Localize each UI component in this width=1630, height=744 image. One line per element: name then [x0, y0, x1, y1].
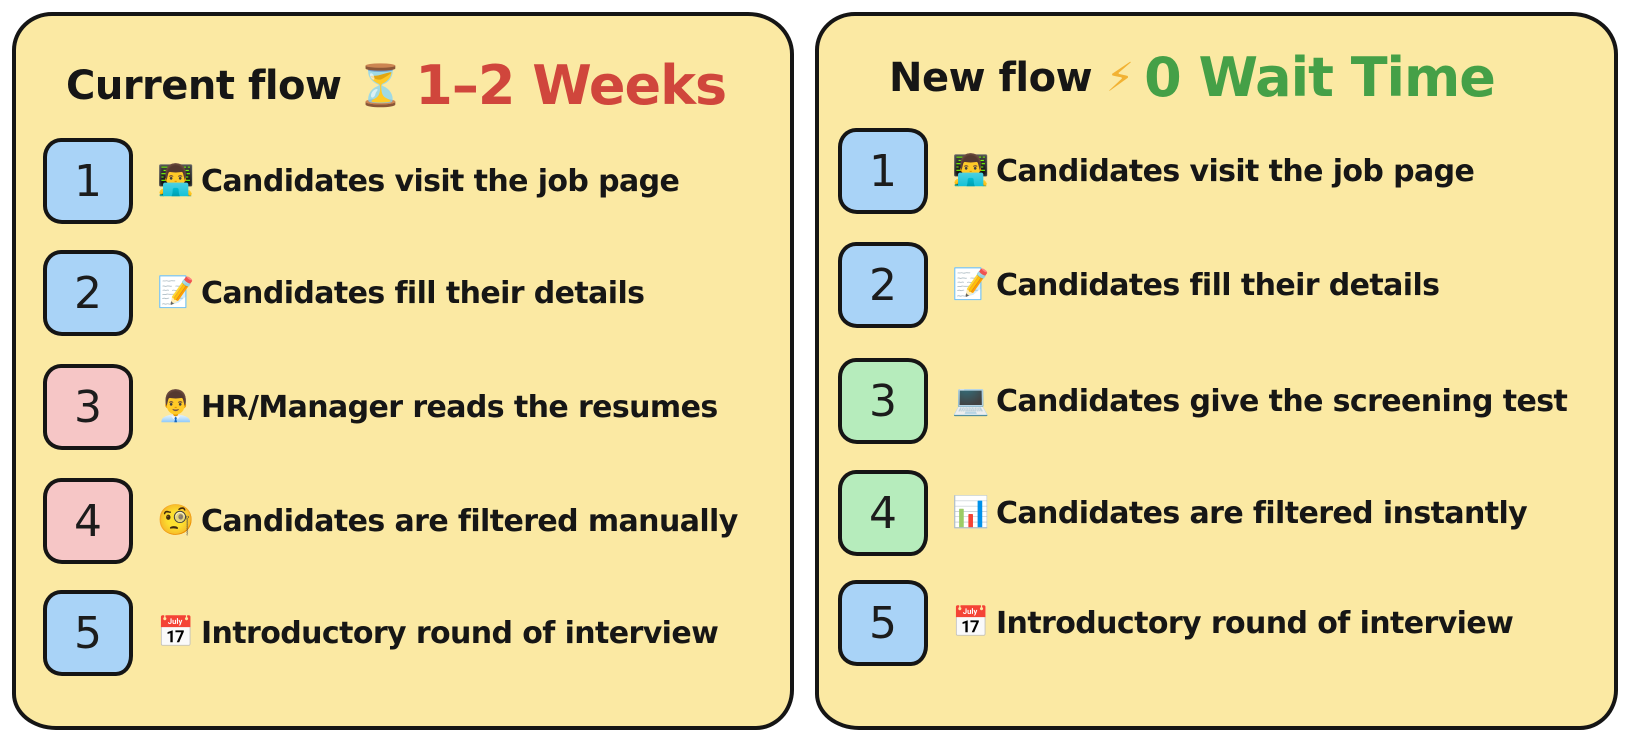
step-text: Candidates give the screening test — [996, 383, 1568, 419]
new-flow-title: New flow — [889, 54, 1093, 101]
current-flow-duration: 1–2 Weeks — [415, 54, 727, 117]
current-flow-header: Current flow ⏳ 1–2 Weeks — [66, 54, 727, 117]
memo-icon: 📝 — [952, 267, 990, 302]
step-text: Candidates fill their details — [201, 275, 645, 311]
new-step-3: 3 💻 Candidates give the screening test — [838, 358, 1568, 444]
calendar-icon: 📅 — [952, 605, 990, 640]
hourglass-icon: ⏳ — [355, 62, 406, 109]
current-step-2: 2 📝 Candidates fill their details — [43, 250, 645, 336]
current-step-4: 4 🧐 Candidates are filtered manually — [43, 478, 738, 564]
bar-chart-icon: 📊 — [952, 495, 990, 530]
new-step-5: 5 📅 Introductory round of interview — [838, 580, 1514, 666]
lightning-icon: ⚡ — [1106, 54, 1135, 101]
office-worker-icon: 👨‍💼 — [157, 389, 195, 424]
step-number-box: 5 — [838, 580, 928, 666]
step-text: Candidates fill their details — [996, 267, 1440, 303]
current-step-5: 5 📅 Introductory round of interview — [43, 590, 719, 676]
step-number-box: 3 — [838, 358, 928, 444]
technologist-icon: 👨‍💻 — [952, 153, 990, 188]
current-flow-title: Current flow — [66, 62, 342, 109]
step-number-box: 2 — [43, 250, 133, 336]
new-step-1: 1 👨‍💻 Candidates visit the job page — [838, 128, 1475, 214]
step-number-box: 4 — [43, 478, 133, 564]
calendar-icon: 📅 — [157, 615, 195, 650]
step-number-box: 1 — [43, 138, 133, 224]
step-text: HR/Manager reads the resumes — [201, 389, 718, 425]
step-text: Introductory round of interview — [996, 605, 1514, 641]
current-step-1: 1 👨‍💻 Candidates visit the job page — [43, 138, 680, 224]
new-step-4: 4 📊 Candidates are filtered instantly — [838, 470, 1528, 556]
new-step-2: 2 📝 Candidates fill their details — [838, 242, 1440, 328]
step-number-box: 4 — [838, 470, 928, 556]
step-text: Candidates visit the job page — [996, 153, 1475, 189]
step-number-box: 3 — [43, 364, 133, 450]
step-text: Candidates are filtered instantly — [996, 495, 1528, 531]
memo-icon: 📝 — [157, 275, 195, 310]
step-text: Introductory round of interview — [201, 615, 719, 651]
new-flow-panel: New flow ⚡ 0 Wait Time 1 👨‍💻 Candidates … — [815, 12, 1618, 730]
step-text: Candidates are filtered manually — [201, 503, 738, 539]
step-number-box: 5 — [43, 590, 133, 676]
technologist-icon: 👨‍💻 — [157, 163, 195, 198]
step-text: Candidates visit the job page — [201, 163, 680, 199]
current-step-3: 3 👨‍💼 HR/Manager reads the resumes — [43, 364, 718, 450]
step-number-box: 1 — [838, 128, 928, 214]
current-flow-panel: Current flow ⏳ 1–2 Weeks 1 👨‍💻 Candidate… — [12, 12, 794, 730]
laptop-icon: 💻 — [952, 383, 990, 418]
monocle-face-icon: 🧐 — [157, 503, 195, 538]
new-flow-header: New flow ⚡ 0 Wait Time — [889, 46, 1496, 109]
new-flow-duration: 0 Wait Time — [1144, 46, 1496, 109]
step-number-box: 2 — [838, 242, 928, 328]
